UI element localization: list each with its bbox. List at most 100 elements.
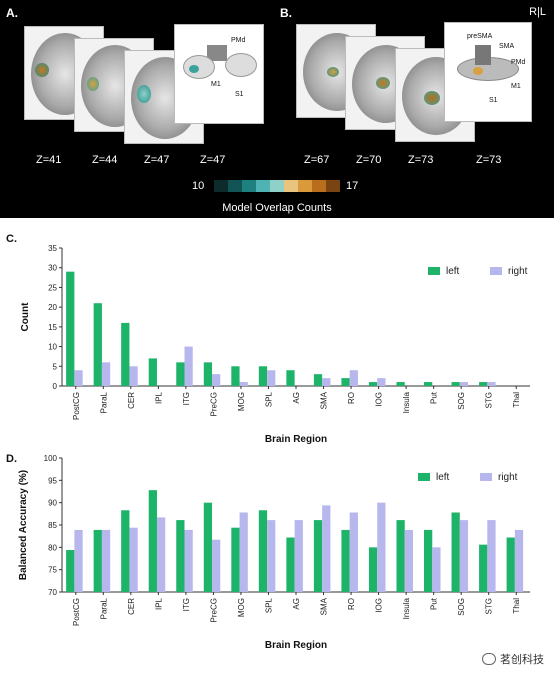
colorbar-swatch [228,180,242,192]
bar-left [424,382,433,386]
brain-maps-panel: A. B. R|L PMd M1 S1 Z=41 Z=44 Z=47 Z=47 [0,0,554,218]
bar-right [129,527,138,592]
bar-left [176,362,185,386]
z-label-b1: Z=67 [304,154,330,166]
bar-right [459,382,469,386]
y-tick-label: 95 [48,476,57,485]
y-tick-label: 100 [44,454,58,463]
bar-right [349,512,358,592]
bar-left [286,370,295,386]
legend-label-left: left [446,266,460,277]
colorbar-min: 10 [192,180,205,192]
bar-left [341,378,350,386]
x-tick-label: CER [127,598,136,615]
brain-3d-a: PMd M1 S1 [174,24,264,124]
x-tick-label: SOG [457,392,466,410]
anno-sma-b: SMA [499,43,515,50]
x-tick-label: Insula [402,597,411,619]
x-tick-label: PreCG [209,392,218,416]
x-tick-label: IOG [375,598,384,613]
anno-pmd-a: PMd [231,37,246,44]
legend-swatch-right [480,473,492,481]
z-label-a4: Z=47 [200,154,226,166]
legend-label-right: right [498,472,518,483]
y-tick-label: 80 [48,543,57,552]
panel-a-letter: A. [6,6,18,20]
x-tick-label: MOG [237,598,246,617]
x-tick-label: PostCG [72,598,81,626]
bar-right [267,520,276,592]
bar-left [203,362,213,386]
bar-left [231,527,240,592]
x-tick-label: Thal [512,598,521,614]
chat-bubble-icon [482,653,496,665]
x-tick-label: Put [430,597,439,610]
bar-left [368,547,378,592]
bar-right [459,520,469,592]
y-axis-title: Balanced Accuracy (%) [18,470,29,580]
bar-left [396,382,405,386]
legend-label-right: right [508,266,528,277]
colorbar-title: Model Overlap Counts [222,202,332,214]
x-tick-label: PostCG [72,392,81,420]
bar-left [121,510,130,592]
bar-left [313,520,323,592]
bar-right [212,374,221,386]
bar-left [313,374,323,386]
anno-s1-a: S1 [235,91,244,98]
bar-right [101,362,111,386]
x-tick-label: IOG [375,392,384,407]
x-tick-label: ParaL [99,391,108,413]
anno-m1-b: M1 [511,83,521,90]
orientation-label: R|L [529,6,546,18]
bar-right [212,539,221,592]
x-tick-label: RO [347,598,356,610]
bar-right [514,529,524,592]
x-tick-label: ParaL [99,597,108,619]
x-tick-label: AG [292,598,301,610]
z-label-b3: Z=73 [408,154,434,166]
x-tick-label: CER [127,392,136,409]
colorbar-swatch [298,180,312,192]
bar-left [258,510,268,592]
bar-left [258,366,268,386]
chart-panel-letter: D. [6,453,17,465]
bar-left [396,520,405,592]
y-tick-label: 70 [48,588,57,597]
x-tick-label: RO [347,392,356,404]
bar-left [176,520,185,592]
y-tick-label: 90 [48,499,57,508]
bar-right [156,517,166,592]
bar-right [322,505,331,592]
x-tick-label: SPL [264,391,273,407]
bar-left [451,512,460,592]
bar-left [203,502,213,592]
bar-right [74,529,83,592]
colorbar-swatch [256,180,270,192]
y-tick-label: 25 [48,283,57,292]
bar-right [404,529,413,592]
x-tick-label: SPL [264,597,273,613]
bar-left [424,529,433,592]
z-label-b4: Z=73 [476,154,502,166]
x-tick-label: MOG [237,392,246,411]
y-tick-label: 75 [48,566,57,575]
bar-left [286,537,295,592]
bar-right [487,520,496,592]
x-axis-title: Brain Region [265,434,327,445]
legend-label-left: left [436,472,450,483]
watermark-text: 茗创科技 [500,654,544,666]
bar-left [506,537,515,592]
bar-right [349,370,358,386]
y-tick-label: 15 [48,323,57,332]
x-tick-label: PreCG [209,598,218,622]
y-axis-title: Count [20,302,31,332]
bar-right [239,512,248,592]
anno-presma-b: preSMA [467,33,493,40]
colorbar-swatch [326,180,340,192]
z-label-a3: Z=47 [144,154,170,166]
z-label-a1: Z=41 [36,154,62,166]
y-tick-label: 10 [48,343,57,352]
bar-left [368,382,378,386]
colorbar-max: 17 [346,180,359,192]
